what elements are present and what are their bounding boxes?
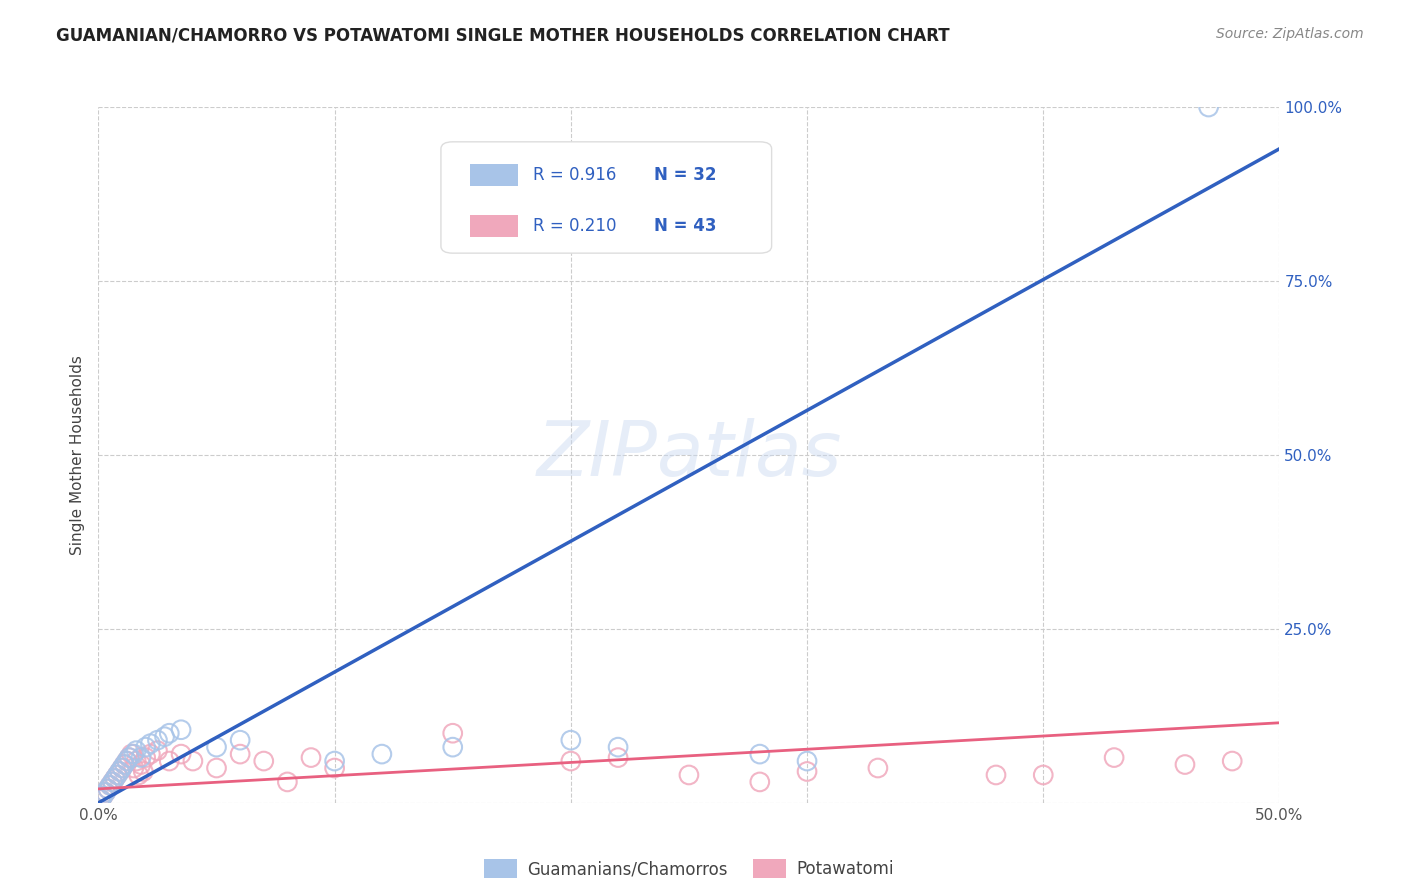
Point — [139, 737, 162, 751]
Point — [1102, 750, 1125, 764]
Point — [1174, 757, 1197, 772]
Text: ZIPatlas: ZIPatlas — [536, 418, 842, 491]
Point — [796, 754, 818, 768]
Point — [984, 768, 1007, 782]
Point — [560, 733, 582, 747]
Point — [91, 789, 114, 803]
Bar — [471, 215, 517, 237]
Point — [135, 750, 157, 764]
Point — [796, 764, 818, 779]
Point — [276, 775, 298, 789]
Point — [112, 757, 135, 772]
Point — [441, 740, 464, 755]
Point — [135, 740, 157, 755]
Point — [129, 757, 152, 772]
Point — [866, 761, 889, 775]
Point — [90, 792, 112, 806]
Point — [1220, 754, 1243, 768]
Point — [560, 754, 582, 768]
Point — [121, 747, 143, 761]
Point — [125, 754, 148, 768]
Text: Source: ZipAtlas.com: Source: ZipAtlas.com — [1216, 27, 1364, 41]
Point — [229, 733, 252, 747]
Point — [115, 754, 138, 768]
Bar — [471, 164, 517, 186]
Point — [146, 744, 169, 758]
Point — [323, 761, 346, 775]
Point — [94, 785, 117, 799]
Point — [146, 733, 169, 747]
Point — [104, 772, 127, 786]
Point — [105, 768, 128, 782]
Point — [108, 764, 131, 779]
Point — [91, 789, 114, 803]
Point — [441, 726, 464, 740]
Point — [98, 778, 121, 792]
Point — [118, 750, 141, 764]
Point — [205, 761, 228, 775]
Point — [748, 747, 770, 761]
Point — [129, 750, 152, 764]
Point — [122, 761, 145, 775]
FancyBboxPatch shape — [441, 142, 772, 253]
Point — [181, 754, 204, 768]
Point — [139, 747, 162, 761]
Text: N = 32: N = 32 — [654, 166, 716, 185]
Point — [98, 778, 121, 792]
Point — [104, 772, 127, 786]
Text: R = 0.210: R = 0.210 — [533, 217, 617, 235]
Point — [101, 775, 124, 789]
Point — [371, 747, 394, 761]
Text: N = 43: N = 43 — [654, 217, 716, 235]
Point — [94, 785, 117, 799]
Point — [1198, 100, 1220, 114]
Point — [607, 750, 630, 764]
Point — [157, 754, 180, 768]
Point — [108, 764, 131, 779]
Point — [1032, 768, 1054, 782]
Point — [111, 761, 134, 775]
Point — [170, 723, 193, 737]
Text: GUAMANIAN/CHAMORRO VS POTAWATOMI SINGLE MOTHER HOUSEHOLDS CORRELATION CHART: GUAMANIAN/CHAMORRO VS POTAWATOMI SINGLE … — [56, 27, 950, 45]
Point — [170, 747, 193, 761]
Point — [111, 761, 134, 775]
Point — [678, 768, 700, 782]
Point — [323, 754, 346, 768]
Point — [90, 792, 112, 806]
Point — [299, 750, 322, 764]
Point — [748, 775, 770, 789]
Point — [229, 747, 252, 761]
Y-axis label: Single Mother Households: Single Mother Households — [70, 355, 86, 555]
Point — [205, 740, 228, 755]
Text: R = 0.916: R = 0.916 — [533, 166, 616, 185]
Point — [112, 757, 135, 772]
Point — [132, 764, 155, 779]
Point — [115, 754, 138, 768]
Legend: Guamanians/Chamorros, Potawatomi: Guamanians/Chamorros, Potawatomi — [478, 853, 900, 885]
Point — [607, 740, 630, 755]
Point — [122, 747, 145, 761]
Point — [97, 781, 120, 796]
Point — [97, 781, 120, 796]
Point — [105, 768, 128, 782]
Point — [157, 726, 180, 740]
Point — [153, 730, 176, 744]
Point — [118, 750, 141, 764]
Point — [253, 754, 276, 768]
Point — [128, 768, 150, 782]
Point — [101, 775, 124, 789]
Point — [125, 744, 148, 758]
